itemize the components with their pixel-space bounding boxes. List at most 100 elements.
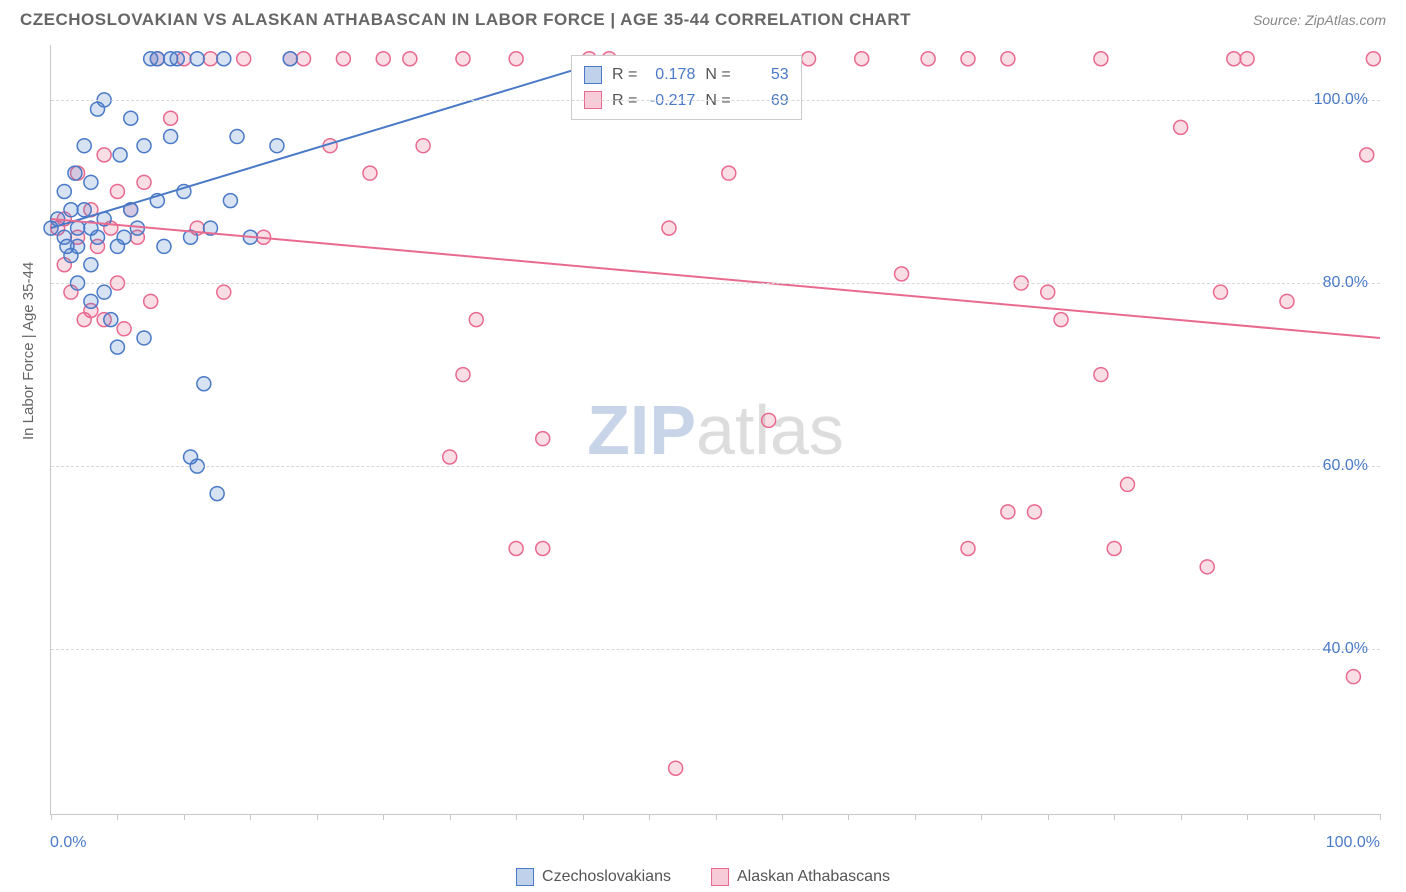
gridline [51,649,1380,650]
data-point [722,166,736,180]
data-point [71,221,85,235]
legend-label: Czechoslovakians [542,868,671,886]
data-point [536,542,550,556]
data-point [662,221,676,235]
x-tick [516,814,517,820]
y-tick-label: 60.0% [1323,457,1368,475]
data-point [802,52,816,66]
gridline [51,466,1380,467]
data-point [223,194,237,208]
data-point [1366,52,1380,66]
trend-line [51,219,1380,338]
x-tick [1181,814,1182,820]
x-axis-max-label: 100.0% [1326,834,1380,852]
y-tick-label: 80.0% [1323,274,1368,292]
data-point [961,542,975,556]
data-point [77,139,91,153]
data-point [71,239,85,253]
data-point [509,542,523,556]
data-point [203,52,217,66]
data-point [1054,313,1068,327]
data-point [157,239,171,253]
data-point [669,761,683,775]
x-tick [1380,814,1381,820]
data-point [536,432,550,446]
data-point [144,294,158,308]
data-point [164,130,178,144]
data-point [363,166,377,180]
scatter-svg [51,45,1380,814]
data-point [1120,477,1134,491]
data-point [1240,52,1254,66]
data-point [895,267,909,281]
data-point [113,148,127,162]
x-tick [450,814,451,820]
data-point [170,52,184,66]
r-label: R = [612,62,637,88]
data-point [403,52,417,66]
data-point [1041,285,1055,299]
data-point [270,139,284,153]
x-tick [1114,814,1115,820]
data-point [1107,542,1121,556]
data-point [97,285,111,299]
data-point [190,52,204,66]
data-point [110,184,124,198]
data-point [921,52,935,66]
data-point [84,294,98,308]
data-point [68,166,82,180]
x-tick [782,814,783,820]
x-tick [250,814,251,820]
title-bar: CZECHOSLOVAKIAN VS ALASKAN ATHABASCAN IN… [0,0,1406,36]
data-point [509,52,523,66]
data-point [1200,560,1214,574]
data-point [217,285,231,299]
x-tick [51,814,52,820]
data-point [469,313,483,327]
swatch-icon [584,66,602,84]
x-tick [117,814,118,820]
source-label: Source: ZipAtlas.com [1253,12,1386,28]
n-value: 53 [741,62,789,88]
x-tick [649,814,650,820]
data-point [283,52,297,66]
correlation-info-box: R = 0.178 N = 53 R = -0.217 N = 69 [571,55,802,120]
x-tick [848,814,849,820]
x-tick [184,814,185,820]
data-point [297,52,311,66]
data-point [124,111,138,125]
data-point [762,413,776,427]
data-point [110,340,124,354]
x-tick [716,814,717,820]
data-point [1227,52,1241,66]
data-point [1094,52,1108,66]
r-value: 0.178 [647,62,695,88]
data-point [57,184,71,198]
x-tick [1314,814,1315,820]
x-tick [583,814,584,820]
data-point [237,52,251,66]
x-tick [317,814,318,820]
x-tick [1048,814,1049,820]
chart-title: CZECHOSLOVAKIAN VS ALASKAN ATHABASCAN IN… [20,10,911,30]
data-point [1360,148,1374,162]
data-point [64,203,78,217]
legend-item-czech: Czechoslovakians [516,868,671,886]
x-tick [1247,814,1248,820]
data-point [91,230,105,244]
legend-item-athabascan: Alaskan Athabascans [711,868,890,886]
data-point [1027,505,1041,519]
data-point [416,139,430,153]
data-point [456,52,470,66]
data-point [117,230,131,244]
x-tick [981,814,982,820]
x-tick [383,814,384,820]
trend-line [51,63,596,228]
swatch-icon [516,868,534,886]
n-label: N = [705,62,730,88]
info-row-czech: R = 0.178 N = 53 [584,62,789,88]
data-point [137,175,151,189]
data-point [336,52,350,66]
data-point [164,111,178,125]
x-tick [915,814,916,820]
